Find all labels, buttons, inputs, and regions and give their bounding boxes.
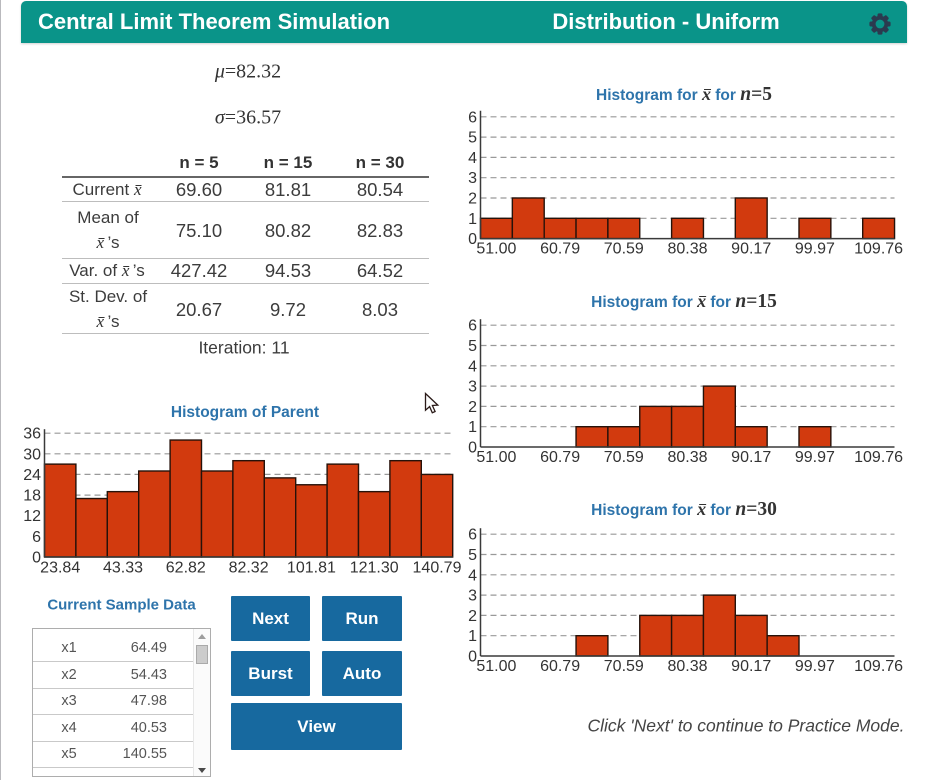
svg-text:70.59: 70.59 [604, 449, 644, 466]
svg-text:6: 6 [32, 529, 41, 546]
svg-text:24: 24 [23, 467, 41, 484]
svg-text:36: 36 [23, 426, 41, 443]
svg-text:60.79: 60.79 [540, 658, 580, 675]
svg-text:90.17: 90.17 [731, 449, 771, 466]
svg-text:121.30: 121.30 [350, 560, 399, 577]
svg-text:4: 4 [468, 567, 477, 584]
svg-text:0: 0 [468, 231, 477, 248]
svg-text:0: 0 [468, 649, 477, 666]
svg-text:43.33: 43.33 [103, 560, 143, 577]
svg-text:6: 6 [468, 527, 477, 544]
svg-text:99.97: 99.97 [795, 449, 835, 466]
svg-text:51.00: 51.00 [476, 241, 516, 258]
svg-text:80.38: 80.38 [667, 241, 707, 258]
svg-text:70.59: 70.59 [604, 658, 644, 675]
svg-text:1: 1 [468, 211, 477, 228]
svg-text:2: 2 [468, 399, 477, 416]
svg-text:62.82: 62.82 [166, 560, 206, 577]
svg-text:80.38: 80.38 [667, 658, 707, 675]
svg-text:6: 6 [468, 318, 477, 335]
svg-text:3: 3 [468, 170, 477, 187]
svg-text:90.17: 90.17 [731, 658, 771, 675]
svg-text:82.32: 82.32 [229, 560, 269, 577]
svg-text:23.84: 23.84 [40, 560, 80, 577]
svg-text:109.76: 109.76 [854, 241, 903, 258]
svg-text:0: 0 [468, 440, 477, 457]
svg-text:5: 5 [468, 547, 477, 564]
svg-text:101.81: 101.81 [287, 560, 336, 577]
svg-text:99.97: 99.97 [795, 241, 835, 258]
svg-text:109.76: 109.76 [854, 658, 903, 675]
svg-text:60.79: 60.79 [540, 241, 580, 258]
svg-text:60.79: 60.79 [540, 449, 580, 466]
svg-text:51.00: 51.00 [476, 658, 516, 675]
svg-text:6: 6 [468, 109, 477, 126]
svg-text:3: 3 [468, 379, 477, 396]
svg-text:1: 1 [468, 419, 477, 436]
svg-text:30: 30 [23, 446, 41, 463]
svg-text:2: 2 [468, 608, 477, 625]
svg-text:51.00: 51.00 [476, 449, 516, 466]
svg-text:3: 3 [468, 588, 477, 605]
svg-text:99.97: 99.97 [795, 658, 835, 675]
svg-text:18: 18 [23, 488, 41, 505]
svg-text:90.17: 90.17 [731, 241, 771, 258]
svg-text:4: 4 [468, 358, 477, 375]
svg-text:80.38: 80.38 [667, 449, 707, 466]
svg-text:5: 5 [468, 338, 477, 355]
svg-text:1: 1 [468, 628, 477, 645]
svg-text:2: 2 [468, 191, 477, 208]
svg-text:0: 0 [32, 550, 41, 567]
svg-text:12: 12 [23, 508, 41, 525]
svg-text:4: 4 [468, 150, 477, 167]
svg-text:70.59: 70.59 [604, 241, 644, 258]
svg-text:140.79: 140.79 [413, 560, 462, 577]
svg-text:109.76: 109.76 [854, 449, 903, 466]
svg-text:5: 5 [468, 130, 477, 147]
